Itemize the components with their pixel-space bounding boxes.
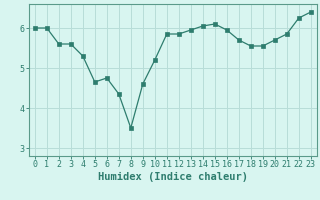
X-axis label: Humidex (Indice chaleur): Humidex (Indice chaleur) xyxy=(98,172,248,182)
